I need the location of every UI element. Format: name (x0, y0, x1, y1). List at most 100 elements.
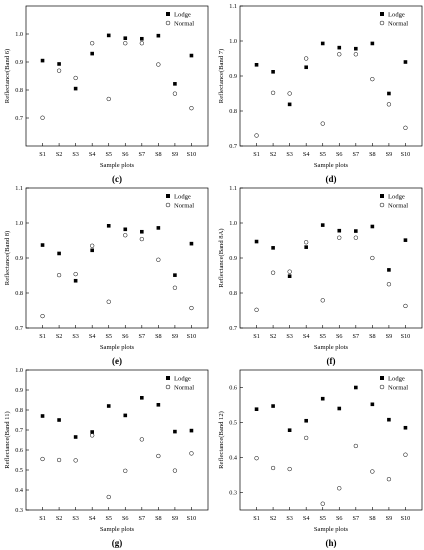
panel-label: (c) (112, 174, 122, 184)
y-axis-title: Reflectance(Band 7) (218, 49, 225, 103)
lodge-point (173, 429, 177, 434)
legend-label: Lodge (174, 375, 191, 382)
y-tick-label: 0.3 (229, 490, 237, 497)
normal-point (403, 452, 408, 457)
x-tick-label: S10 (187, 333, 197, 340)
y-tick-label: 0.7 (229, 143, 237, 150)
lodge-point (254, 239, 259, 244)
normal-point (320, 121, 325, 126)
y-axis-title: Reflectance(Band 8A) (218, 228, 225, 287)
x-tick-label: S4 (89, 151, 96, 158)
x-tick-label: S8 (369, 151, 376, 158)
legend-label: Lodge (388, 193, 405, 200)
lodge-point (387, 417, 391, 422)
x-tick-label: S5 (105, 333, 112, 340)
lodge-point (254, 63, 259, 67)
x-tick-label: S2 (270, 151, 277, 158)
lodge-point (90, 51, 94, 56)
chart-panel-4: 0.7 0.8 0.9 1.0 1.1 S1 S2 S3 S4 S5 S6 S7 S8 S9 S10 Samp… (218, 185, 423, 366)
lodge-point (123, 413, 128, 418)
panel-label: (e) (112, 356, 122, 366)
normal-point (156, 257, 161, 262)
lodge-point (271, 404, 275, 408)
normal-point (40, 313, 45, 319)
lodge-point (90, 248, 94, 253)
lodge-point (403, 425, 408, 430)
x-tick-label: S8 (155, 151, 162, 158)
lodge-point (370, 402, 375, 407)
normal-point (353, 443, 358, 449)
x-tick-label: S10 (187, 515, 197, 522)
lodge-point (106, 404, 111, 408)
x-tick-label: S8 (369, 333, 376, 340)
normal-point (270, 270, 276, 275)
y-tick-label: 1.1 (229, 185, 237, 192)
x-tick-label: S1 (39, 515, 46, 522)
x-tick-label: S9 (386, 151, 393, 158)
y-tick-label: 0.7 (229, 325, 237, 332)
x-tick-label: S2 (270, 515, 277, 522)
y-tick-label: 1.0 (15, 367, 23, 374)
legend-normal-marker (165, 20, 171, 26)
lodge-point (173, 82, 177, 86)
x-tick-label: S4 (89, 333, 96, 340)
normal-point (254, 133, 259, 138)
normal-point (320, 298, 325, 303)
normal-point (386, 477, 392, 482)
normal-point (139, 236, 144, 242)
legend-lodge-marker (380, 194, 384, 198)
normal-point (172, 285, 178, 290)
plot-frame (25, 5, 209, 147)
normal-point (123, 468, 128, 473)
normal-point (337, 52, 342, 57)
legend-label: Lodge (388, 11, 405, 18)
x-axis-title: Sample plots (100, 344, 135, 351)
normal-point (106, 96, 111, 102)
y-axis-title: Reflectance(Band 12) (218, 411, 225, 469)
x-tick-label: S6 (336, 333, 343, 340)
legend-label: Normal (174, 20, 194, 27)
x-tick-label: S8 (155, 515, 162, 522)
legend-label: Lodge (174, 11, 191, 18)
lodge-point (370, 41, 375, 46)
x-tick-label: S7 (139, 515, 146, 522)
x-tick-label: S4 (303, 515, 310, 522)
panel-label: (g) (112, 538, 123, 548)
normal-point (353, 235, 358, 240)
normal-point (73, 271, 78, 277)
chart-panels: 0.7 0.8 0.9 1.0 S1 S2 S3 S4 S5 S6 S7 S8 S9 S10 Sample … (4, 3, 423, 548)
panel-label: (d) (326, 174, 337, 184)
y-tick-label: 0.3 (15, 507, 23, 514)
lodge-point (57, 251, 61, 256)
lodge-point (287, 102, 292, 107)
normal-point (172, 468, 178, 473)
lodge-point (337, 45, 342, 50)
x-tick-label: S9 (172, 333, 179, 340)
y-tick-label: 0.5 (229, 420, 237, 427)
lodge-point (304, 65, 308, 70)
normal-point (123, 41, 128, 46)
lodge-point (106, 33, 111, 38)
normal-point (304, 240, 309, 245)
x-tick-label: S5 (319, 151, 326, 158)
normal-point (386, 282, 392, 287)
normal-point (386, 102, 392, 107)
y-tick-label: 0.9 (229, 255, 237, 262)
x-axis-title: Sample plots (100, 162, 135, 169)
normal-point (40, 456, 45, 462)
normal-point (73, 75, 78, 81)
lodge-point (320, 396, 325, 401)
y-tick-label: 0.6 (15, 447, 23, 454)
lodge-point (73, 435, 78, 439)
lodge-point (106, 224, 111, 228)
legend-lodge-marker (380, 12, 384, 16)
chart-panel-2: 0.7 0.8 0.9 1.0 1.1 S1 S2 S3 S4 S5 S6 S7 S8 S9 S10 Samp… (218, 3, 423, 184)
normal-point (90, 243, 95, 248)
y-tick-label: 0.8 (229, 290, 237, 297)
normal-point (90, 433, 95, 438)
normal-point (123, 233, 128, 238)
lodge-point (320, 223, 325, 227)
legend-label: Lodge (388, 375, 405, 382)
x-tick-label: S10 (401, 333, 411, 340)
plot-frame (25, 369, 209, 511)
